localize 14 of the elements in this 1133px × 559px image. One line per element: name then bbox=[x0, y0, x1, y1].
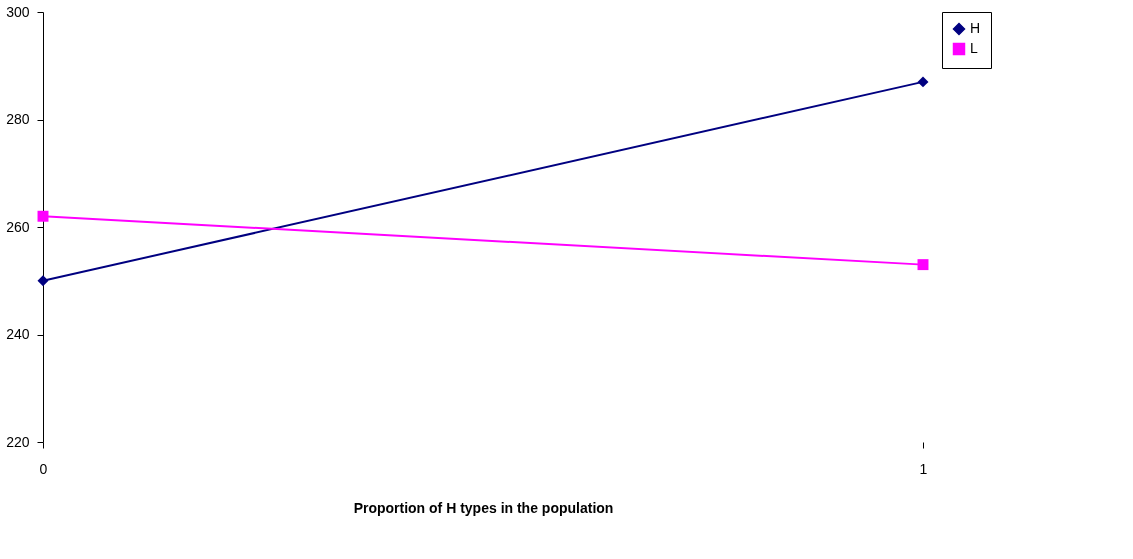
point bbox=[37, 210, 49, 222]
y-tick-label: 300 bbox=[6, 3, 30, 20]
x-axis-title: Proportion of H types in the population bbox=[353, 499, 614, 516]
x-tick-label: 0 bbox=[39, 460, 48, 477]
y-tick-label: 260 bbox=[6, 218, 30, 235]
y-tick-label: 220 bbox=[6, 433, 30, 450]
legend-label: H bbox=[970, 20, 981, 36]
point bbox=[917, 76, 929, 88]
point bbox=[917, 259, 929, 271]
y-tick-label: 280 bbox=[6, 111, 30, 127]
legend-label: L bbox=[970, 40, 978, 56]
point bbox=[37, 275, 49, 287]
x-tick-label: 1 bbox=[919, 460, 928, 477]
y-tick-label: 240 bbox=[6, 326, 30, 342]
